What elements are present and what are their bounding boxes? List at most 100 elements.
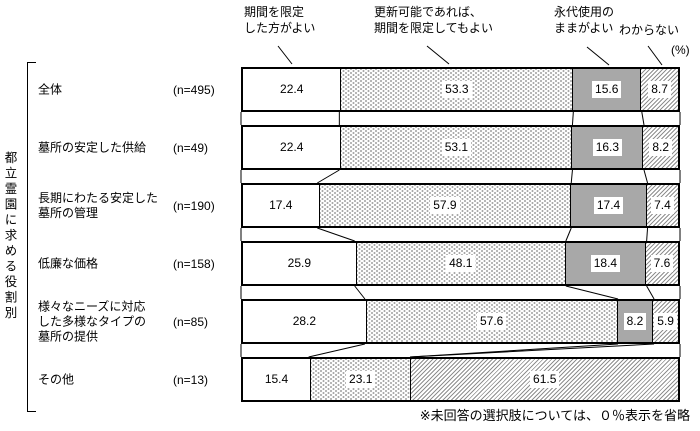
connector-line — [571, 111, 574, 126]
row-label: その他 — [38, 372, 170, 387]
bar-segment: 5.9 — [652, 301, 678, 342]
row-label: 全体 — [38, 82, 170, 97]
row-label-line: 長期にわたる安定した — [38, 190, 159, 205]
row-label-line: 墓所の提供 — [38, 329, 99, 343]
legend-line: 更新可能であれば、 — [374, 5, 482, 19]
bar-segment: 48.1 — [355, 243, 565, 284]
bar-segment: 7.6 — [644, 243, 678, 284]
legend-item-dont-know: わからない — [619, 22, 679, 38]
connector-line — [354, 285, 366, 300]
connector-line — [641, 111, 645, 126]
bar-segment: 28.2 — [243, 301, 366, 342]
sample-size: (n=158) — [173, 256, 215, 271]
connector-line — [646, 285, 655, 300]
connector-line — [308, 343, 366, 358]
legend-line: 期間を限定 — [244, 5, 305, 19]
bar-row: 25.9 48.1 18.4 7.6 — [241, 241, 680, 286]
value-label: 18.4 — [590, 255, 621, 272]
bar-row: 15.4 23.1 61.5 — [241, 357, 680, 402]
bar-row: 28.2 57.6 8.2 5.9 — [241, 299, 680, 344]
bar-segment: 25.9 — [243, 243, 356, 284]
bar-segment: 53.1 — [340, 127, 572, 168]
bar-row: 17.4 57.9 17.4 7.4 — [241, 183, 680, 228]
row-label-line: 様々なニーズに対応 — [38, 299, 146, 313]
sample-size: (n=13) — [173, 372, 209, 387]
footnote: ※未回答の選択肢については、０％表示を省略 — [419, 408, 690, 423]
value-label: 28.2 — [289, 313, 320, 330]
value-label: 8.2 — [623, 313, 647, 330]
row-label-line: その他 — [38, 372, 75, 386]
legend-item-renewable-term: 更新可能であれば、 期間を限定してもよい — [374, 4, 493, 36]
bar-segment: 22.4 — [243, 127, 341, 168]
bar-segment: 61.5 — [410, 359, 678, 400]
row-label-line: 墓所の安定した供給 — [38, 140, 147, 154]
legend-line: ままがよい — [554, 21, 614, 35]
bar-segment: 16.3 — [571, 127, 643, 168]
value-label: 7.6 — [650, 255, 674, 272]
connector-line — [317, 169, 340, 184]
value-label: 22.4 — [277, 81, 307, 98]
row-label: 低廉な価格 — [38, 256, 170, 271]
bar-segment: 7.4 — [645, 185, 678, 226]
bar-segment: 18.4 — [564, 243, 645, 284]
value-label: 61.5 — [530, 371, 560, 388]
value-label: 57.6 — [477, 313, 507, 330]
connector-line — [646, 227, 649, 242]
row-label-line: した多様なタイプの — [38, 314, 147, 328]
bar-row: 22.4 53.3 15.6 8.7 — [241, 67, 680, 112]
value-label: 23.1 — [346, 371, 376, 388]
bar-segment: 15.6 — [572, 69, 641, 110]
bar-segment: 22.4 — [243, 69, 341, 110]
row-label: 長期にわたる安定した 墓所の管理 — [38, 191, 170, 221]
row-label: 墓所の安定した供給 — [38, 140, 170, 155]
bar-segment: 53.3 — [340, 69, 573, 110]
value-label: 53.3 — [442, 81, 472, 98]
row-label-line: 全体 — [38, 82, 63, 96]
bar-segment: 23.1 — [309, 359, 411, 400]
leader-line — [647, 45, 663, 66]
legend-line: した方がよい — [244, 21, 316, 35]
value-label: 48.1 — [446, 255, 476, 272]
value-label: 57.9 — [430, 197, 460, 214]
connector-line — [409, 343, 619, 358]
bar-segment: 17.4 — [570, 185, 646, 226]
row-label-line: 墓所の管理 — [38, 205, 99, 220]
connector-line — [409, 343, 655, 358]
bar-segment: 15.4 — [243, 359, 310, 400]
value-label: 15.6 — [592, 81, 622, 98]
bar-row: 22.4 53.1 16.3 8.2 — [241, 125, 680, 170]
value-label: 15.4 — [261, 371, 292, 388]
connector-line — [565, 227, 572, 242]
bar-segment: 8.7 — [640, 69, 678, 110]
legend-line: 期間を限定してもよい — [374, 21, 494, 35]
row-label-line: 低廉な価格 — [38, 256, 99, 270]
legend-item-limited-term: 期間を限定 した方がよい — [244, 4, 315, 36]
bar-segment: 57.6 — [365, 301, 617, 342]
bar-segment: 17.4 — [243, 185, 319, 226]
sample-size: (n=495) — [173, 82, 215, 97]
row-label: 様々なニーズに対応 した多様なタイプの 墓所の提供 — [38, 299, 170, 344]
value-label: 7.4 — [651, 197, 674, 214]
value-label: 17.4 — [593, 197, 624, 214]
legend-item-perpetual-use: 永代使用の ままがよい — [554, 4, 614, 36]
leader-line — [426, 45, 450, 65]
value-label: 5.9 — [654, 313, 677, 330]
bar-segment: 57.9 — [318, 185, 571, 226]
value-label: 16.3 — [592, 139, 623, 156]
value-label: 22.4 — [277, 139, 307, 156]
bar-segment: 8.2 — [642, 127, 678, 168]
legend-line: 永代使用の — [554, 5, 615, 19]
connector-line — [570, 169, 573, 184]
connector-line — [565, 285, 619, 300]
value-label: 25.9 — [284, 255, 314, 272]
connector-line — [643, 169, 649, 184]
group-bracket — [27, 62, 36, 412]
value-label: 53.1 — [441, 139, 472, 156]
percent-unit-label: (%) — [671, 43, 690, 57]
leader-line — [277, 45, 293, 65]
leader-line — [586, 46, 610, 66]
sample-size: (n=190) — [173, 198, 215, 213]
connector-line — [317, 227, 355, 242]
legend-line: わからない — [619, 23, 680, 37]
